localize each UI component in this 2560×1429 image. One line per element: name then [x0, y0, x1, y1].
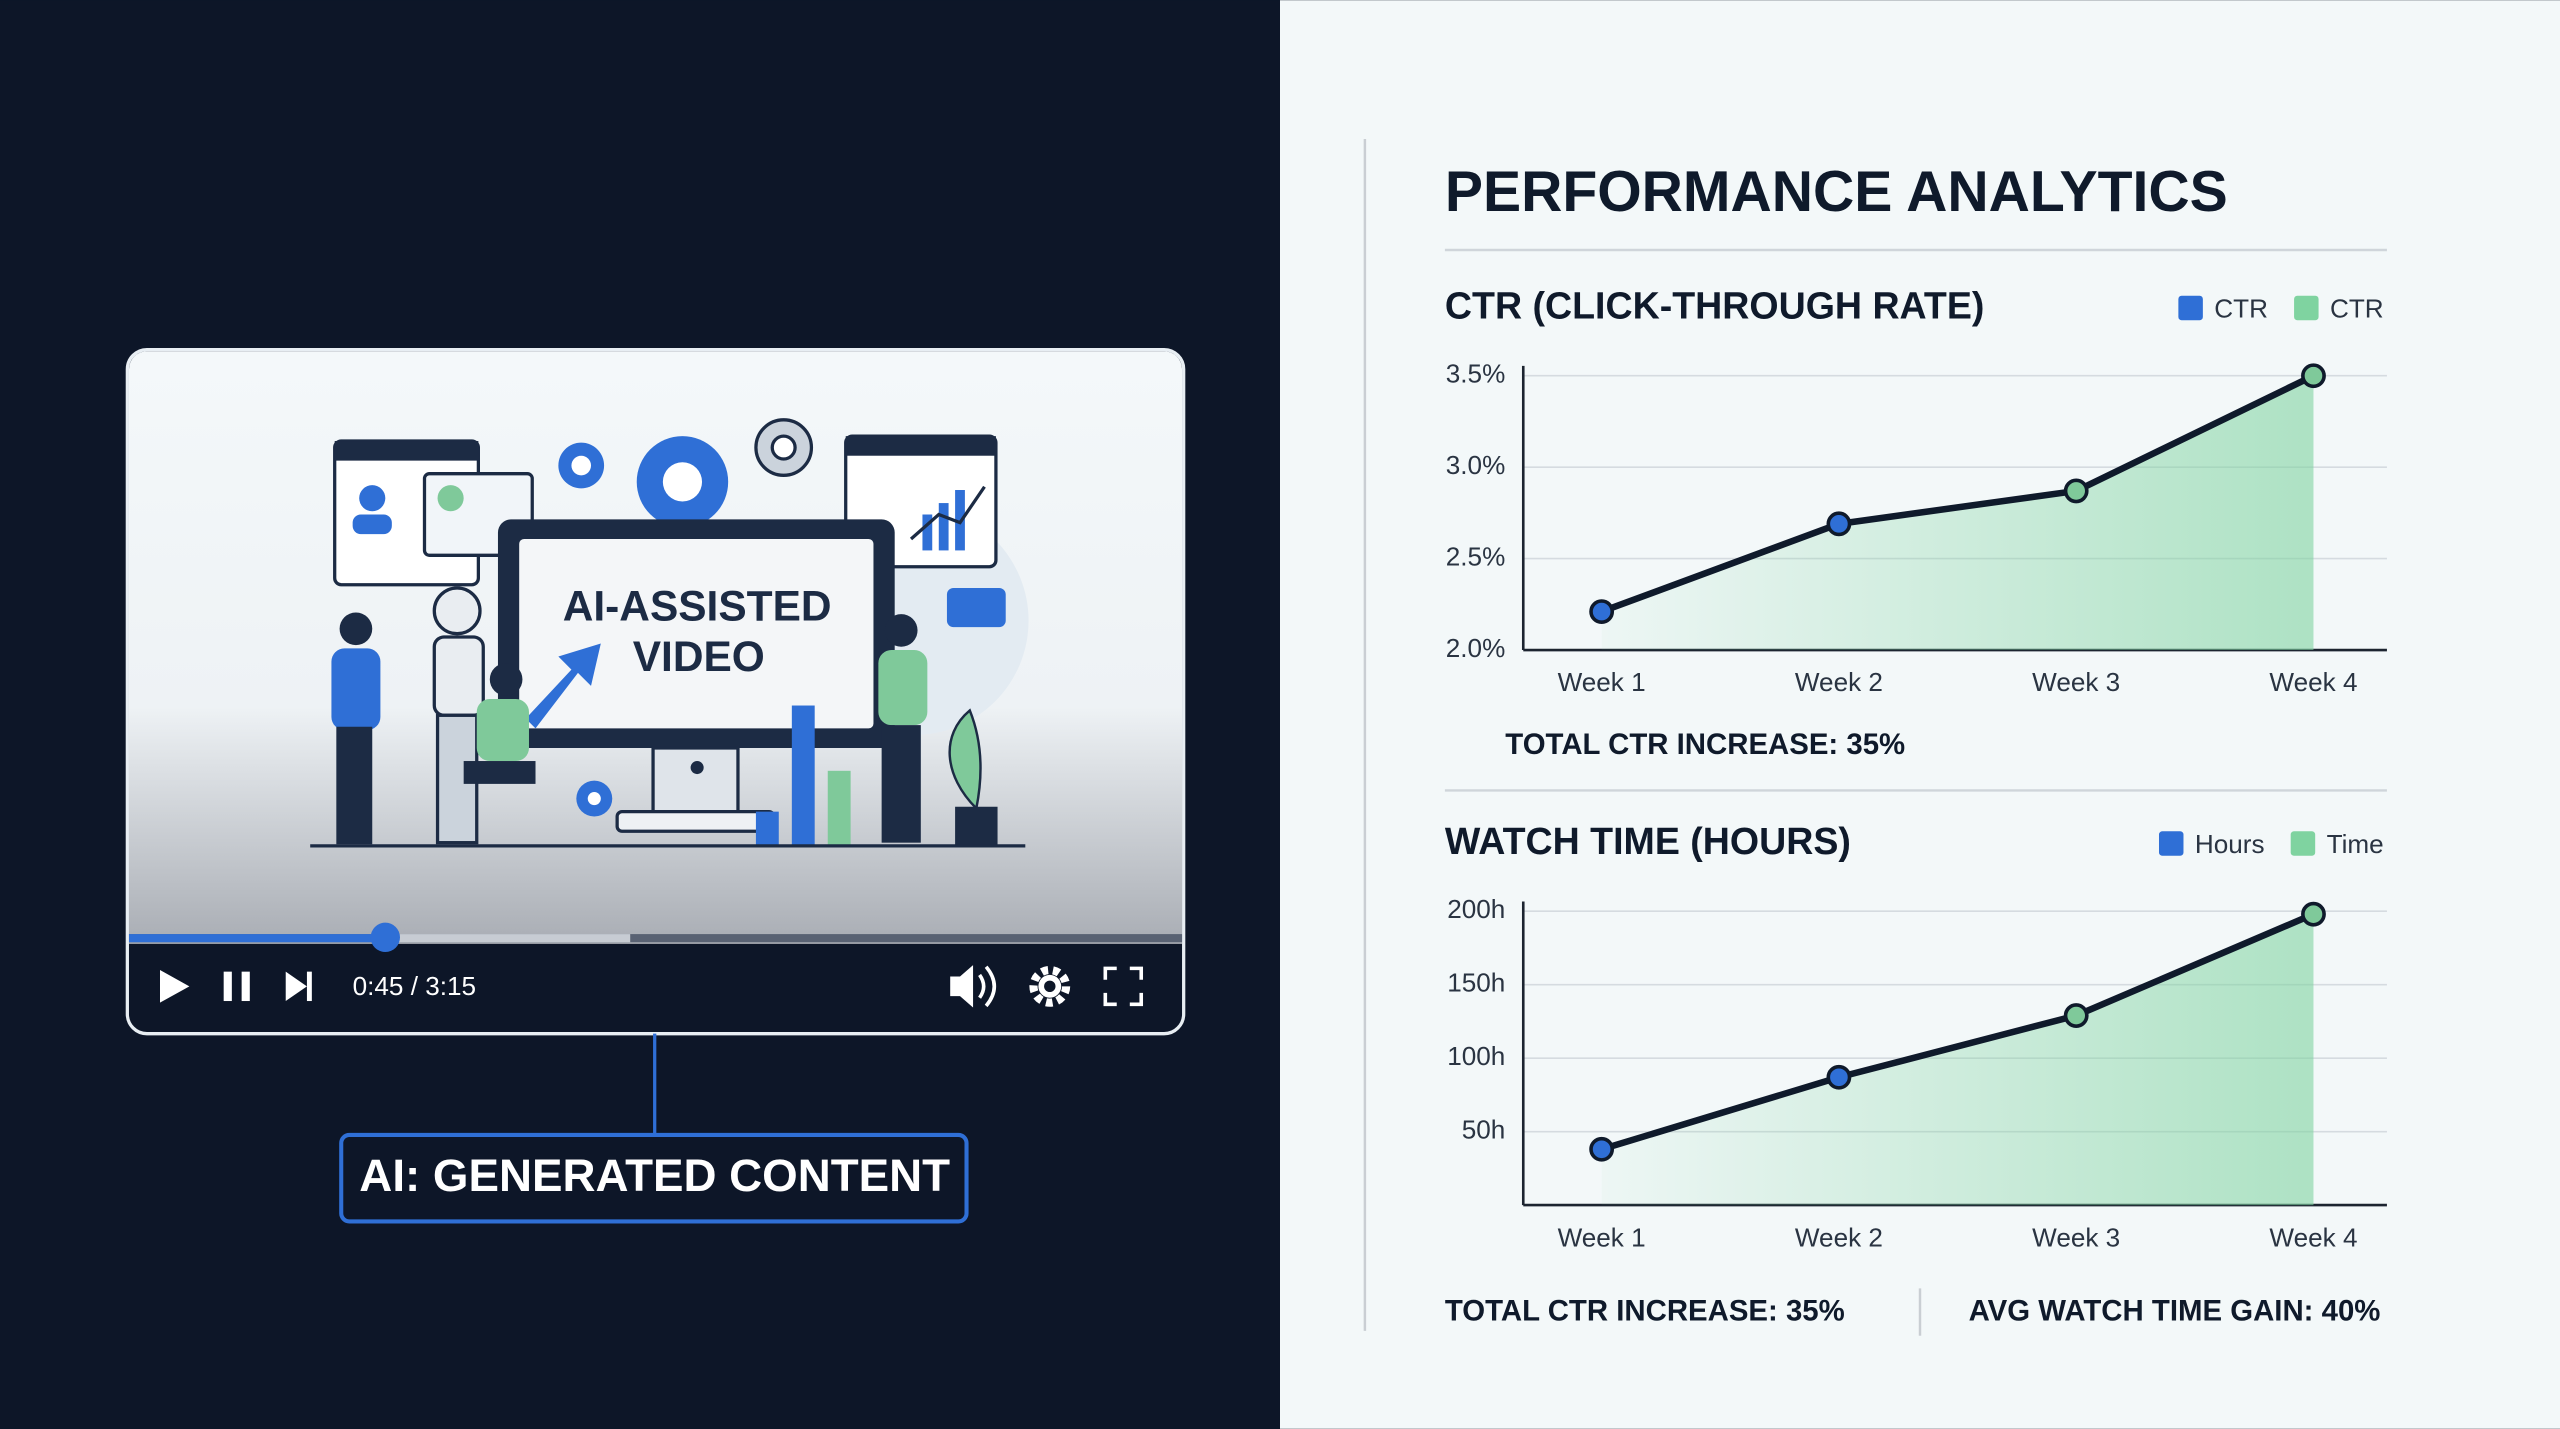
area	[1601, 375, 2314, 651]
legend-label: CTR	[2214, 293, 2268, 323]
y-tick-label: 100h	[1447, 1041, 1505, 1071]
panel-title: PERFORMANCE ANALYTICS	[1445, 160, 2228, 224]
settings-button[interactable]	[1029, 965, 1071, 1007]
annotation: TOTAL CTR INCREASE: 35%	[1505, 728, 1905, 761]
data-point	[2301, 901, 2326, 927]
y-tick-label: 3.0%	[1446, 450, 1506, 480]
video-player[interactable]: AI-ASSISTED VIDEO 0:45 / 3:15	[125, 347, 1186, 1036]
y-tick-label: 2.0%	[1446, 633, 1506, 663]
x-tick-label: Week 4	[2269, 667, 2357, 697]
data-point	[1589, 599, 1615, 625]
legend-label: Time	[2327, 829, 2384, 859]
y-tick-label: 50h	[1462, 1115, 1506, 1145]
y-tick-label: 150h	[1447, 968, 1505, 998]
data-point	[1589, 1136, 1615, 1162]
y-tick-label: 2.5%	[1446, 541, 1506, 571]
play-button[interactable]	[160, 970, 190, 1003]
pause-button[interactable]	[223, 971, 250, 1002]
progress-played	[128, 934, 386, 943]
y-tick-label: 3.5%	[1446, 359, 1506, 389]
content-label: AI: GENERATED CONTENT	[359, 1150, 950, 1201]
legend-swatch	[2290, 831, 2316, 856]
data-point	[2063, 1003, 2089, 1028]
progress-track[interactable]	[128, 934, 1183, 943]
x-tick-label: Week 1	[1558, 667, 1646, 697]
data-point	[1826, 1064, 1852, 1090]
line	[1600, 911, 2315, 1153]
legend-swatch	[2158, 831, 2184, 856]
screen-title: VIDEO	[633, 633, 765, 680]
legend-swatch	[2294, 295, 2319, 321]
data-point	[1826, 511, 1852, 537]
chart-title: WATCH TIME (HOURS)	[1445, 820, 1851, 862]
x-tick-label: Week 1	[1558, 1222, 1646, 1252]
y-tick-label: 200h	[1447, 894, 1505, 924]
label-box	[339, 1132, 969, 1224]
x-tick-label: Week 2	[1795, 667, 1883, 697]
legend-label: CTR	[2330, 293, 2384, 323]
buffered	[385, 934, 631, 943]
summary: TOTAL CTR INCREASE: 35%	[1445, 1295, 1845, 1328]
data-point	[2063, 478, 2089, 504]
screen-title: AI-ASSISTED	[563, 582, 832, 629]
data-point	[2301, 363, 2326, 389]
legend-swatch	[2178, 295, 2203, 321]
x-tick-label: Week 3	[2032, 667, 2120, 697]
volume-button[interactable]	[950, 965, 997, 1008]
illustration	[310, 418, 1029, 848]
x-tick-label: Week 3	[2032, 1222, 2120, 1252]
fullscreen-button[interactable]	[1103, 966, 1144, 1007]
next-button[interactable]	[285, 971, 312, 1002]
x-tick-label: Week 4	[2269, 1222, 2357, 1252]
line	[1600, 372, 2315, 615]
chart-title: CTR (CLICK-THROUGH RATE)	[1445, 285, 1984, 327]
summary: AVG WATCH TIME GAIN: 40%	[1969, 1295, 2381, 1328]
legend-label: Hours	[2195, 829, 2265, 859]
x-tick-label: Week 2	[1795, 1222, 1883, 1252]
area	[1601, 914, 2314, 1206]
time-display: 0:45 / 3:15	[353, 971, 476, 1001]
progress-handle[interactable]	[370, 922, 400, 953]
